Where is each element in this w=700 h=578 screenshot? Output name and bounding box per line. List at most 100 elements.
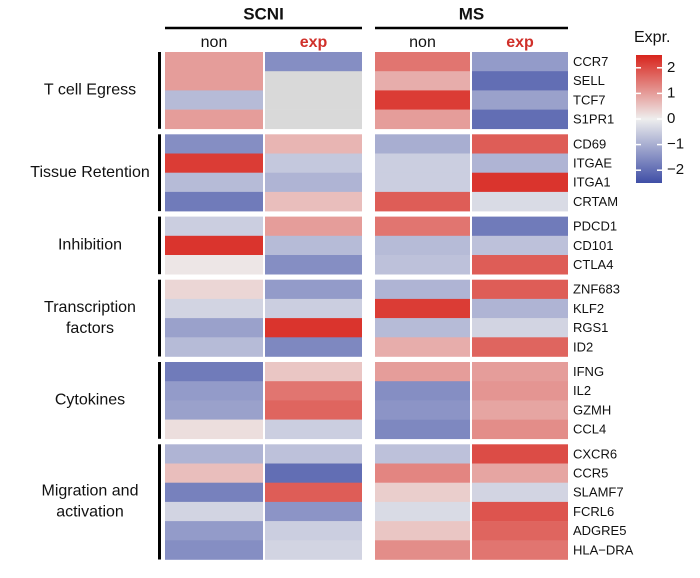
heatmap-cell [375,318,470,338]
row-label: KLF2 [573,301,604,316]
heatmap-cell [375,255,470,275]
heatmap-cell [265,109,362,130]
column-label: exp [300,34,328,51]
group-bar [158,444,161,560]
group-label: Cytokines [55,392,125,409]
heatmap-cell [265,216,362,237]
heatmap-cell [165,216,263,237]
heatmap-cell [375,71,470,91]
heatmap-cell [165,337,263,357]
row-label: CCR7 [573,54,608,69]
heatmap-cell [165,235,263,256]
colorbar-tick-label: 2 [667,59,675,76]
heatmap-cell [472,216,568,237]
heatmap-cell [165,381,263,401]
heatmap-cell [375,52,470,72]
heatmap-cell [265,501,362,522]
heatmap-cell [265,134,362,154]
row-label: CCL4 [573,422,606,437]
heatmap-cell [265,400,362,420]
heatmap-cell [375,419,470,440]
heatmap-cell [165,400,263,420]
heatmap-cell [165,482,263,503]
heatmap-cell [472,298,568,319]
colorbar-tick-label: −2 [667,161,684,178]
heatmap-cell [265,337,362,357]
heatmap-cell [265,255,362,275]
heatmap-cell [472,318,568,338]
heatmap-cell [165,419,263,440]
heatmap-cell [165,318,263,338]
heatmap-cell [265,362,362,382]
row-label: CTLA4 [573,257,613,272]
heatmap-cell [265,172,362,193]
column-group-title: SCNI [243,4,284,23]
heatmap-cell [375,444,470,464]
group-bar [158,216,161,275]
row-label: ZNF683 [573,282,620,297]
heatmap-cell [375,153,470,173]
heatmap-cell [165,540,263,560]
heatmap-cell [265,90,362,110]
heatmap-cell [165,298,263,319]
heatmap-cell [165,90,263,110]
heatmap-cell [472,419,568,440]
heatmap-cell [165,172,263,193]
group-label: factors [66,320,114,337]
row-label: FCRL6 [573,504,614,519]
row-label: IFNG [573,364,604,379]
heatmap-cell [165,134,263,154]
row-label: ITGA1 [573,175,611,190]
column-group-title: MS [459,4,485,23]
row-label: ADGRE5 [573,523,626,538]
heatmap-cell [375,540,470,560]
heatmap-cell [472,337,568,357]
heatmap-cell [265,419,362,440]
heatmap-cell [472,191,568,212]
heatmap-cell [165,52,263,72]
group-label: Tissue Retention [30,164,149,181]
colorbar-title: Expr. [634,29,670,46]
heatmap-cell [265,521,362,541]
heatmap-cell [375,172,470,193]
group-label: Transcription [44,299,136,316]
colorbar-tick-label: 1 [667,84,675,101]
heatmap-cell [375,463,470,483]
heatmap-cell [375,134,470,154]
heatmap-cell [472,71,568,91]
heatmap-cell [165,255,263,275]
colorbar-tick-label: 0 [667,110,675,127]
row-label: GZMH [573,402,611,417]
heatmap-cell [472,52,568,72]
heatmap-cell [165,279,263,300]
row-label: CD101 [573,238,613,253]
heatmap-cell [265,318,362,338]
column-label: exp [506,34,534,51]
group-label: Migration and [42,483,139,500]
heatmap-cell [165,362,263,382]
row-label: RGS1 [573,320,608,335]
heatmap-cell [472,153,568,173]
heatmap-cell [472,134,568,154]
heatmap-cell [265,71,362,91]
row-label: PDCD1 [573,219,617,234]
heatmap-cell [375,298,470,319]
row-label: CXCR6 [573,446,617,461]
heatmap-cell [265,381,362,401]
row-label: CRTAM [573,194,618,209]
heatmap-cell [375,235,470,256]
heatmap-cell [375,90,470,110]
group-label: Inhibition [58,237,122,254]
heatmap-cell [165,463,263,483]
group-bar [158,52,161,129]
row-label: ITGAE [573,156,612,171]
heatmap-cell [375,362,470,382]
row-label: IL2 [573,383,591,398]
heatmap-cell [472,540,568,560]
group-bar [158,134,161,212]
heatmap-cell [472,362,568,382]
heatmap-cell [472,90,568,110]
row-label: CCR5 [573,466,608,481]
heatmap-cell [472,172,568,193]
heatmap-cell [265,191,362,212]
